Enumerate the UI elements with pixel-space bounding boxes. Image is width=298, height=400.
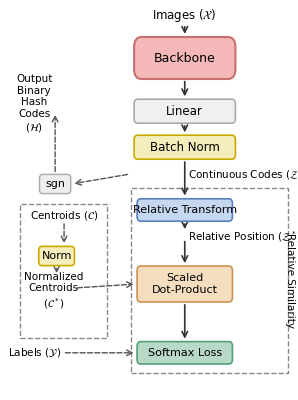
Text: Softmax Loss: Softmax Loss <box>148 348 222 358</box>
Text: Scaled
Dot-Product: Scaled Dot-Product <box>152 273 218 295</box>
Text: Relative Transform: Relative Transform <box>133 205 237 215</box>
FancyBboxPatch shape <box>134 37 235 79</box>
FancyBboxPatch shape <box>39 174 71 194</box>
Text: sgn: sgn <box>45 179 65 189</box>
FancyBboxPatch shape <box>134 99 235 123</box>
FancyBboxPatch shape <box>137 199 232 221</box>
FancyBboxPatch shape <box>134 135 235 159</box>
Text: Output
Binary
Hash
Codes
($\mathcal{H}$): Output Binary Hash Codes ($\mathcal{H}$) <box>16 74 52 134</box>
Text: Centroids ($\mathcal{C}$): Centroids ($\mathcal{C}$) <box>30 210 98 222</box>
FancyBboxPatch shape <box>137 266 232 302</box>
FancyBboxPatch shape <box>137 342 232 364</box>
Text: Images ($\mathcal{X}$): Images ($\mathcal{X}$) <box>153 8 217 24</box>
Text: Backbone: Backbone <box>154 52 216 64</box>
Text: Labels ($\mathcal{Y}$): Labels ($\mathcal{Y}$) <box>8 346 61 359</box>
Text: Normalized
Centroids
($\mathcal{C}^*$): Normalized Centroids ($\mathcal{C}^*$) <box>24 272 83 310</box>
Text: Linear: Linear <box>166 105 203 118</box>
Text: Continuous Codes ($\mathcal{Z}$): Continuous Codes ($\mathcal{Z}$) <box>188 168 298 180</box>
Text: Relative Position ($\mathcal{Z}^*$): Relative Position ($\mathcal{Z}^*$) <box>188 230 298 244</box>
Text: Batch Norm: Batch Norm <box>150 141 220 154</box>
Text: Norm: Norm <box>41 251 72 261</box>
Text: Relative Similarity: Relative Similarity <box>285 233 295 328</box>
FancyBboxPatch shape <box>39 246 74 266</box>
